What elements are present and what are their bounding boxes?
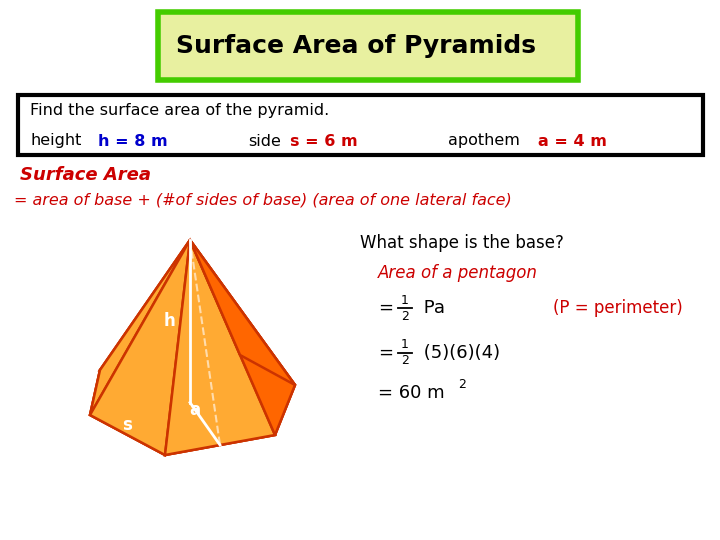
Text: What shape is the base?: What shape is the base? xyxy=(360,234,564,252)
Polygon shape xyxy=(165,240,275,455)
Text: s = 6 m: s = 6 m xyxy=(290,133,358,148)
Polygon shape xyxy=(90,240,190,415)
Polygon shape xyxy=(90,240,190,415)
Polygon shape xyxy=(190,240,295,435)
Polygon shape xyxy=(100,240,240,370)
Text: side: side xyxy=(248,133,281,148)
Text: Area of a pentagon: Area of a pentagon xyxy=(378,264,538,282)
Text: Surface Area of Pyramids: Surface Area of Pyramids xyxy=(176,34,536,58)
Text: = 60 m: = 60 m xyxy=(378,384,445,402)
Text: =: = xyxy=(378,344,393,362)
Text: (P = perimeter): (P = perimeter) xyxy=(553,299,683,317)
Text: height: height xyxy=(30,133,81,148)
Bar xyxy=(18,95,703,155)
Text: s: s xyxy=(122,416,132,434)
Text: h = 8 m: h = 8 m xyxy=(98,133,168,148)
Text: Surface Area: Surface Area xyxy=(20,166,151,184)
Text: (5)(6)(4): (5)(6)(4) xyxy=(418,344,500,362)
Text: 2: 2 xyxy=(401,354,409,368)
Text: Find the surface area of the pyramid.: Find the surface area of the pyramid. xyxy=(30,104,329,118)
Text: h: h xyxy=(163,312,175,330)
Text: Pa: Pa xyxy=(418,299,445,317)
Polygon shape xyxy=(90,240,190,455)
Text: = area of base + (#of sides of base) (area of one lateral face): = area of base + (#of sides of base) (ar… xyxy=(14,192,512,207)
Text: apothem: apothem xyxy=(448,133,520,148)
Text: a: a xyxy=(189,401,200,418)
Polygon shape xyxy=(90,355,295,455)
Text: a = 4 m: a = 4 m xyxy=(538,133,607,148)
Text: 1: 1 xyxy=(401,339,409,352)
Polygon shape xyxy=(165,240,275,455)
Polygon shape xyxy=(190,240,295,385)
Text: 1: 1 xyxy=(401,294,409,307)
Text: 2: 2 xyxy=(401,309,409,322)
Text: 2: 2 xyxy=(458,379,466,392)
Polygon shape xyxy=(90,240,190,455)
Polygon shape xyxy=(190,240,295,385)
Text: =: = xyxy=(378,299,393,317)
Polygon shape xyxy=(190,240,295,435)
FancyBboxPatch shape xyxy=(158,12,578,80)
